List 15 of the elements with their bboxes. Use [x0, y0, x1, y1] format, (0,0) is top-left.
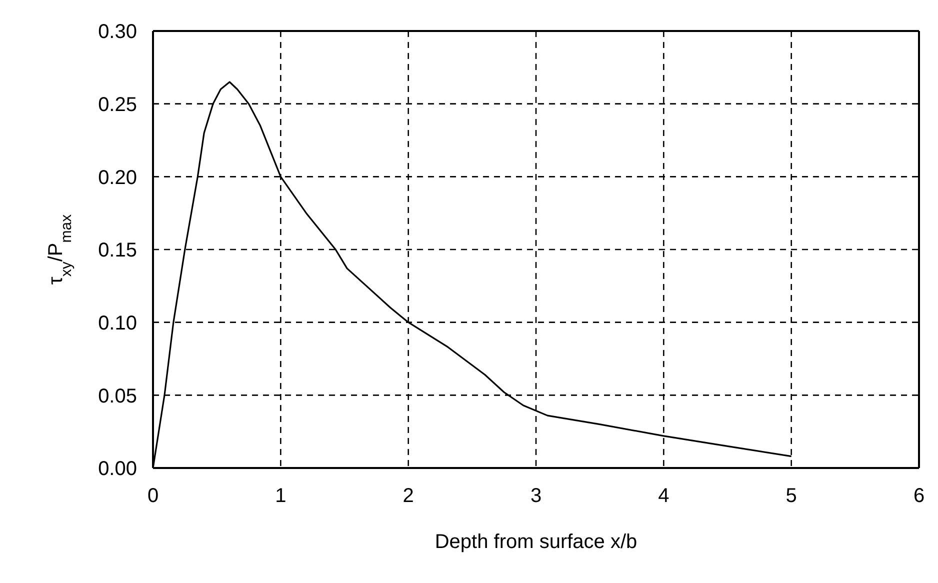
- y-tick-label: 0.20: [98, 166, 137, 189]
- y-tick-label: 0.10: [98, 312, 137, 334]
- y-tick-label: 0.05: [98, 385, 137, 408]
- y-tick-label: 0.25: [98, 94, 137, 116]
- x-tick-label: 3: [530, 485, 542, 508]
- x-tick-label: 0: [147, 485, 159, 508]
- x-axis-title: Depth from surface x/b: [434, 531, 638, 553]
- x-tick-label: 1: [275, 485, 286, 508]
- x-tick-label: 5: [786, 485, 797, 508]
- y-tick-label: 0.00: [98, 458, 137, 480]
- y-tick-label: 0.30: [98, 21, 137, 44]
- x-tick-label: 4: [658, 485, 670, 508]
- x-tick-label: 6: [913, 485, 925, 508]
- y-tick-label: 0.15: [98, 240, 137, 262]
- x-tick-label: 2: [402, 485, 414, 508]
